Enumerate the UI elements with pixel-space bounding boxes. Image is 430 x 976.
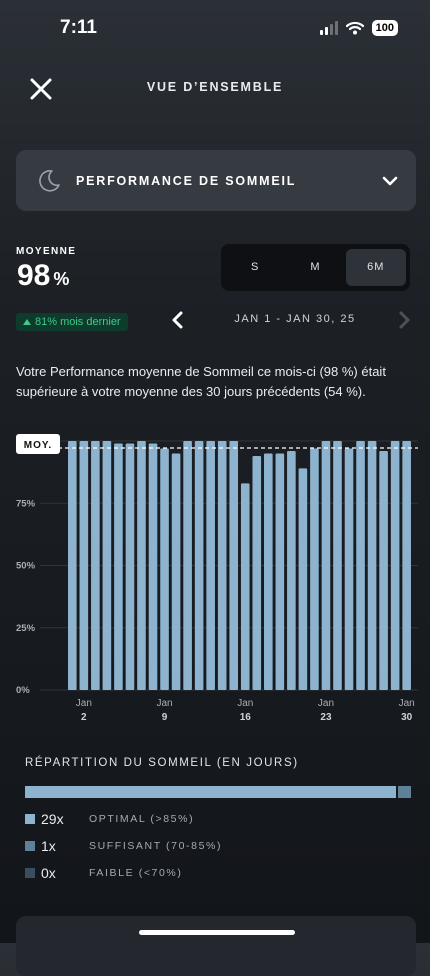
bar [102, 441, 112, 690]
wifi-icon [345, 21, 364, 35]
trend-up-icon [23, 319, 31, 325]
bar [79, 441, 89, 690]
bar [287, 450, 296, 690]
x-tick-month: Jan [318, 698, 334, 709]
trend-badge: 81% mois dernier [16, 313, 128, 331]
status-time: 7:11 [60, 17, 97, 38]
metric-selector-dropdown[interactable]: PERFORMANCE DE SOMMEIL [16, 150, 416, 211]
y-tick-label: 50% [16, 561, 36, 572]
bar [275, 453, 285, 690]
y-tick-label: 25% [16, 623, 36, 634]
close-icon[interactable] [28, 76, 54, 102]
x-tick-day: 23 [320, 712, 332, 723]
chevron-left-icon[interactable] [170, 310, 186, 330]
legend-swatch [25, 868, 35, 878]
average-badge [16, 434, 60, 454]
x-tick-month: Jan [76, 698, 92, 709]
legend-count: 0x [41, 865, 56, 881]
legend-label: SUFFISANT (70-85%) [89, 840, 223, 852]
battery-icon: 100 [371, 20, 398, 36]
legend-label: OPTIMAL (>85%) [89, 813, 195, 825]
bar [229, 441, 239, 690]
bar [333, 441, 342, 690]
y-tick-label: 75% [16, 498, 36, 509]
status-icons: 100 [319, 20, 398, 36]
chevron-down-icon [382, 176, 398, 185]
bar [356, 441, 365, 690]
bar [390, 441, 400, 690]
average-badge-label: MOY. [24, 440, 52, 451]
legend-swatch [25, 841, 35, 851]
x-tick-day: 16 [240, 712, 252, 723]
bar [206, 441, 215, 690]
legend-row-optimal: 29x OPTIMAL (>85%) [25, 811, 194, 827]
legend-swatch [25, 814, 35, 824]
distribution-segment-optimal [25, 786, 397, 798]
bar [91, 441, 100, 690]
bar [183, 441, 192, 690]
period-tab-month[interactable]: M [310, 261, 321, 273]
bar [171, 453, 181, 690]
bar [264, 453, 273, 690]
distribution-title: RÉPARTITION DU SOMMEIL (EN JOURS) [25, 757, 299, 769]
bar [240, 483, 250, 690]
period-tab-6-months[interactable]: 6M [345, 249, 406, 286]
x-tick-day: 9 [162, 712, 168, 723]
page-title: VUE D’ENSEMBLE [146, 80, 284, 94]
chevron-right-icon[interactable] [396, 310, 412, 330]
date-range: JAN 1 - JAN 30, 25 [234, 313, 356, 325]
bar [321, 441, 331, 690]
bar [194, 441, 204, 690]
period-tab-week[interactable]: S [250, 261, 260, 273]
bar [367, 441, 377, 690]
legend-row-sufficient: 1x SUFFISANT (70-85%) [25, 838, 222, 854]
y-tick-label: 0% [16, 685, 30, 696]
x-tick-month: Jan [156, 698, 172, 709]
distribution-segment-sufficient [398, 786, 411, 798]
average-label: MOYENNE [16, 246, 77, 257]
x-tick-month: Jan [399, 698, 415, 709]
trend-text: 81% mois dernier [35, 316, 121, 328]
legend-count: 1x [41, 838, 56, 854]
bar [298, 468, 308, 690]
legend-count: 29x [41, 811, 64, 827]
bar [68, 441, 77, 690]
metric-selector-label: PERFORMANCE DE SOMMEIL [76, 173, 297, 188]
bar [402, 441, 411, 690]
bar [137, 441, 146, 690]
distribution-bar [25, 786, 411, 798]
legend-label: FAIBLE (<70%) [89, 867, 183, 879]
bar [148, 443, 158, 690]
bar [344, 448, 354, 690]
x-tick-day: 30 [401, 712, 413, 723]
average-number: 98 [17, 259, 51, 292]
average-value: 98% [17, 259, 69, 293]
next-card[interactable] [16, 916, 416, 976]
period-selector: S M 6M [221, 244, 410, 291]
bar [379, 450, 388, 690]
sleep-performance-chart: 0%25%50%75%100%MOY.Jan2Jan9Jan16Jan23Jan… [16, 434, 418, 723]
bar [217, 441, 227, 690]
home-indicator[interactable] [139, 930, 295, 935]
legend-row-low: 0x FAIBLE (<70%) [25, 865, 182, 881]
bar [252, 455, 262, 690]
bar [160, 448, 169, 690]
signal-icon [319, 21, 338, 35]
average-unit: % [53, 269, 70, 289]
x-tick-month: Jan [237, 698, 253, 709]
bar [114, 443, 123, 690]
bar [125, 443, 135, 690]
summary-text: Votre Performance moyenne de Sommeil ce … [16, 364, 386, 399]
moon-icon [39, 169, 60, 192]
x-tick-day: 2 [81, 712, 87, 723]
bar [310, 448, 319, 690]
